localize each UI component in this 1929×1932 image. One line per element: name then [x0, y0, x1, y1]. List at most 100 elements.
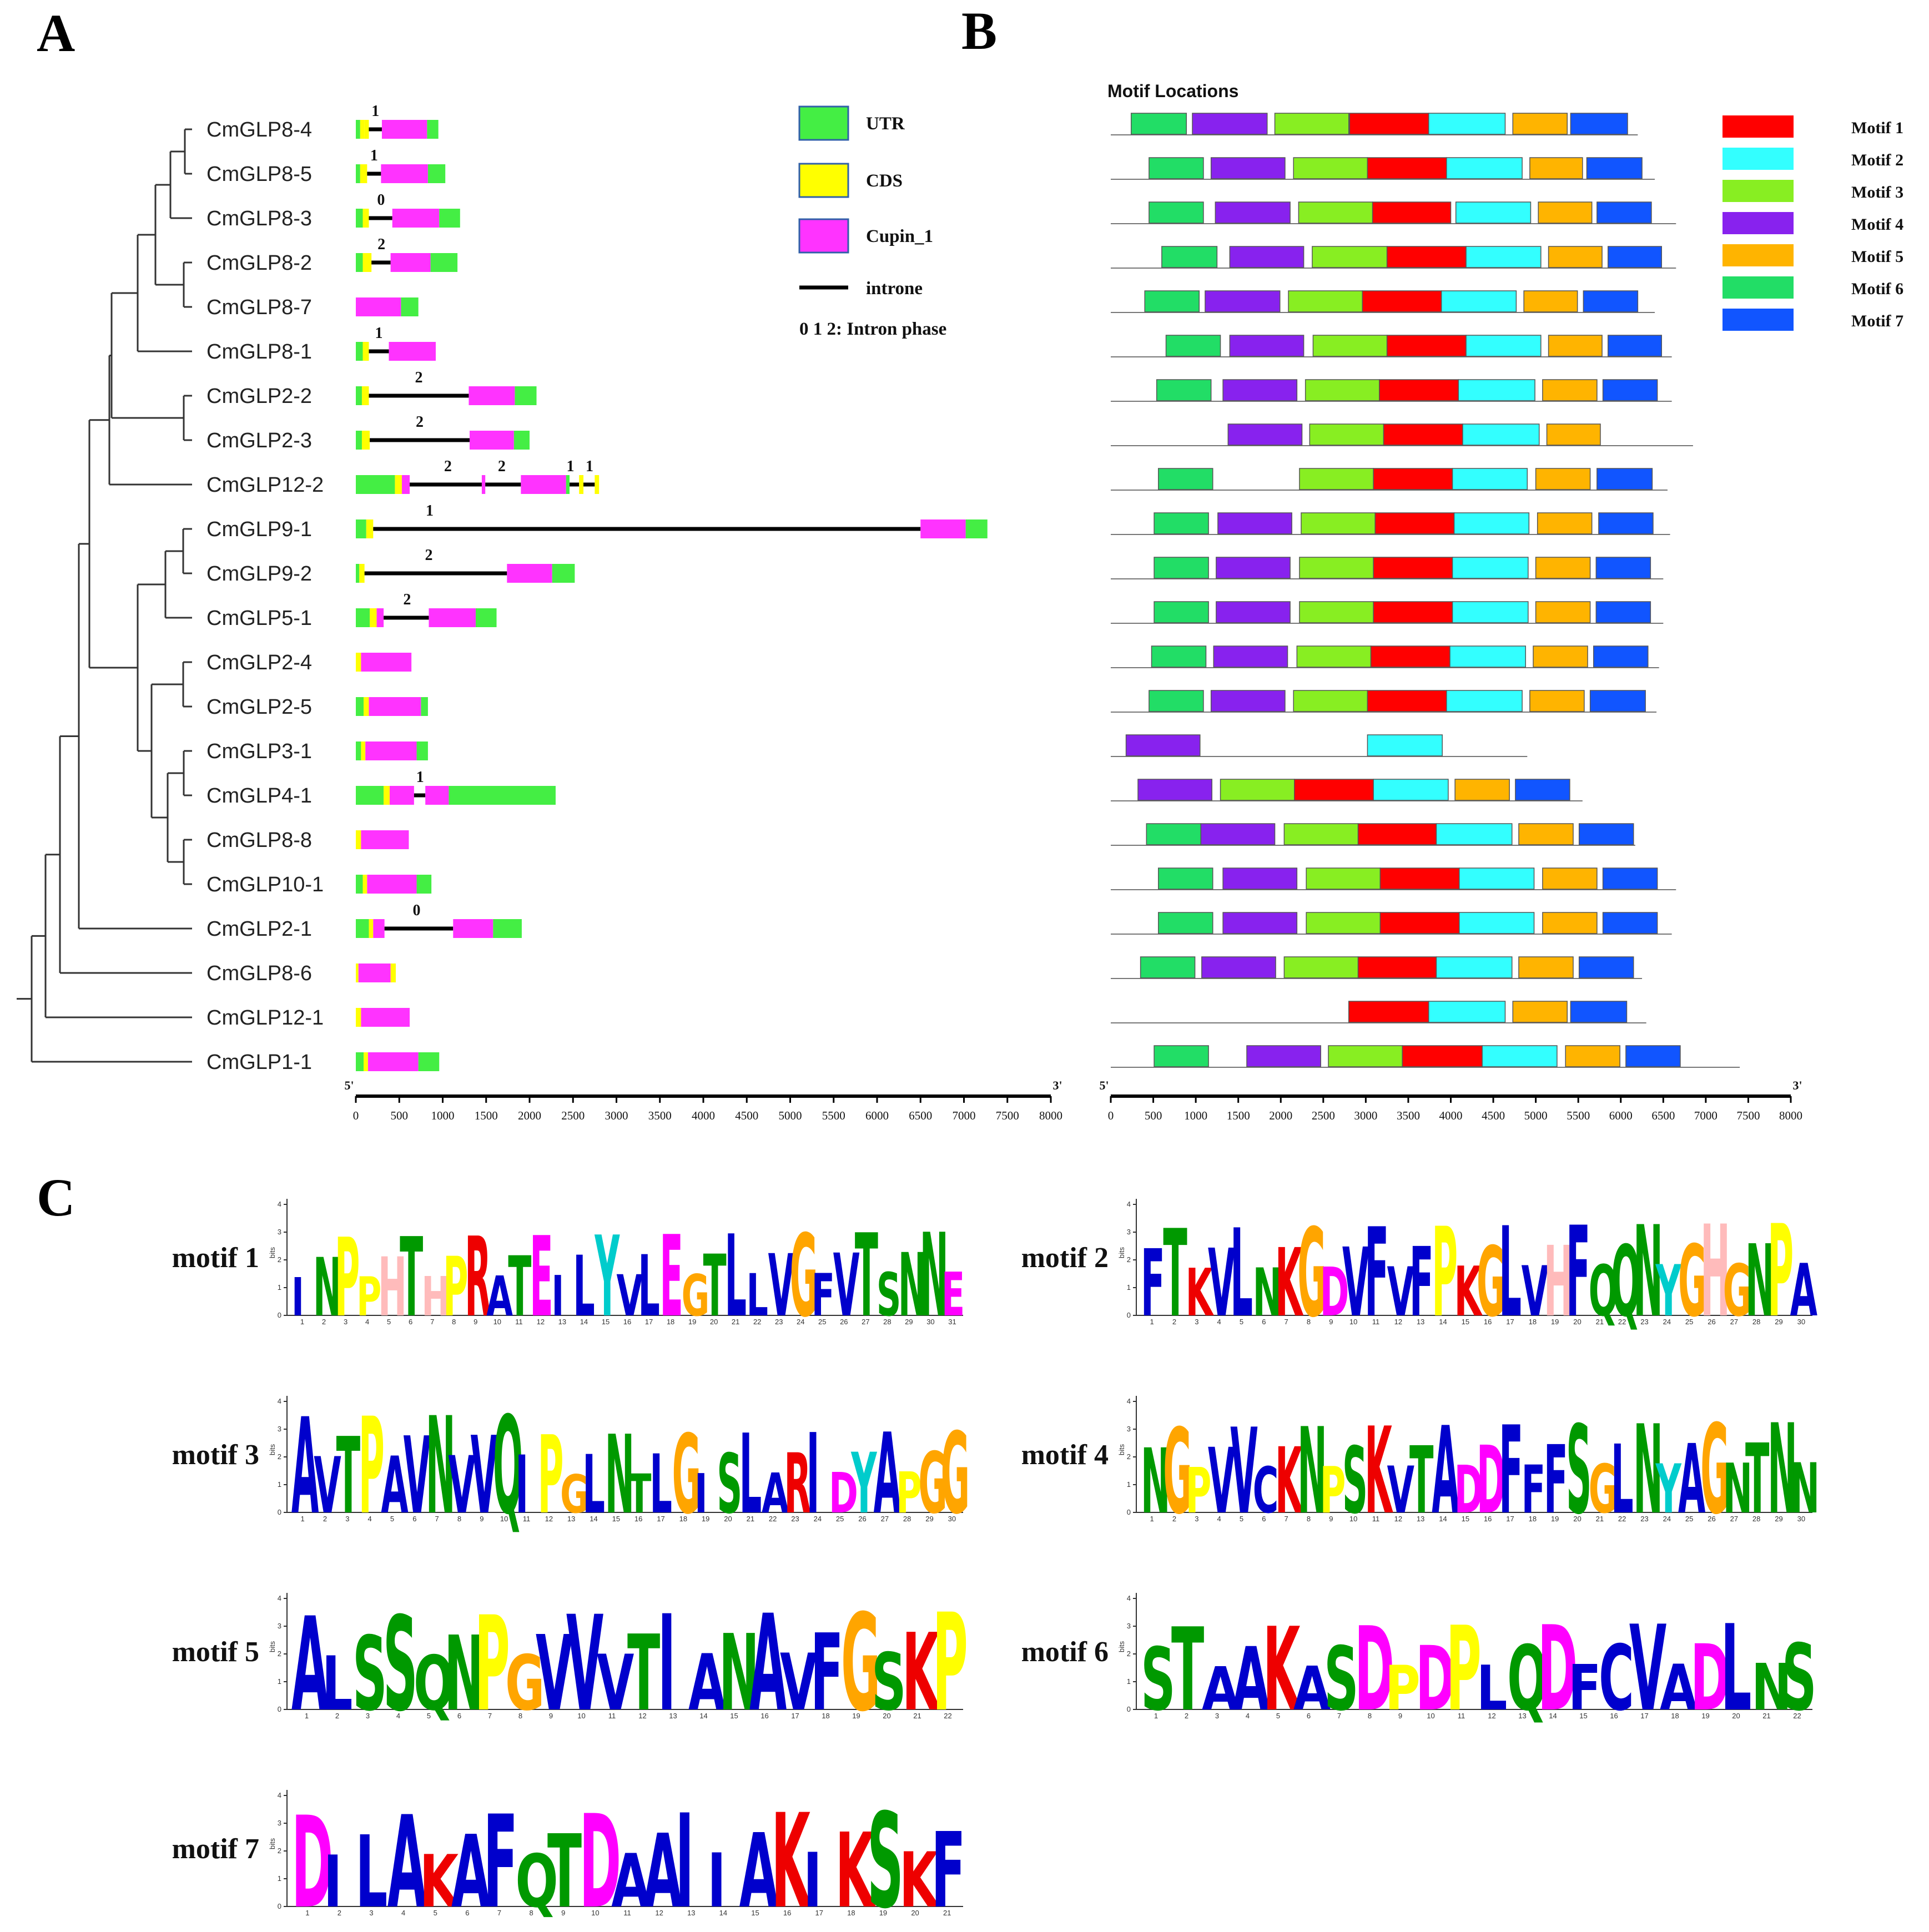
axis-tick-label: 3000	[605, 1109, 628, 1122]
utr-segment	[356, 919, 369, 938]
logo-position-label: 2	[322, 1318, 326, 1326]
gene-structure	[356, 964, 396, 982]
cupin-legend-label: Cupin_1	[866, 226, 933, 246]
logo-letter: A	[387, 1790, 426, 1932]
logo-letter: K	[899, 1837, 940, 1925]
utr-segment	[356, 209, 363, 228]
logo-position-label: 25	[818, 1318, 826, 1326]
logo-letter: K	[902, 1612, 941, 1736]
logo-letter: A	[1202, 1654, 1239, 1723]
logo-position-label: 3	[344, 1318, 347, 1326]
motif-6-box	[1158, 912, 1213, 934]
logo-position-label: 1	[305, 1712, 309, 1720]
utr-segment	[418, 1052, 440, 1071]
logo-y-tick-label: 1	[1127, 1283, 1131, 1292]
gene-structure	[356, 653, 412, 672]
logo-position-label: 29	[1775, 1515, 1782, 1523]
cupin-segment	[392, 209, 440, 228]
logo-letter: D	[1354, 1602, 1394, 1737]
logo-letter: E	[660, 1213, 683, 1343]
logo-position-label: 4	[368, 1515, 372, 1523]
logo-position-label: 21	[1596, 1318, 1604, 1326]
motif-6-box	[1158, 468, 1213, 490]
logo-letter: A	[643, 1813, 682, 1931]
logo-letter: K	[835, 1812, 877, 1931]
motif-3-box	[1298, 201, 1373, 224]
motif-5-box	[1535, 468, 1591, 490]
intron-phase-label: 2	[403, 591, 411, 608]
motif-3-box	[1288, 290, 1363, 312]
motif-4-box	[1215, 201, 1291, 224]
logo-position-label: 14	[699, 1712, 707, 1720]
logo-position-label: 3	[366, 1712, 370, 1720]
logo-letter: G	[672, 1413, 701, 1538]
logo-letter: V	[780, 1637, 817, 1728]
logo-letter: S	[872, 1637, 906, 1728]
gene-structure-axis: 0 500 1000 1500 2000 2500 3000 3500 4000 4500 5000…	[344, 1078, 1062, 1122]
logo-letter: P	[1320, 1454, 1346, 1528]
logo-letter: N	[1790, 1449, 1820, 1529]
logo-letter: A	[1293, 1654, 1331, 1724]
logo-letter: K	[1275, 1229, 1303, 1338]
axis-tick-label: 2000	[1269, 1109, 1292, 1122]
motif-row	[1111, 1045, 1740, 1068]
motif-row	[1111, 779, 1583, 801]
logo-letter: F	[1409, 1227, 1434, 1338]
intron-phase-label: 2	[498, 458, 506, 475]
logo-position-label: 16	[1484, 1318, 1492, 1326]
logo-position-label: 18	[1671, 1712, 1679, 1720]
logo-letter: V	[1230, 1404, 1257, 1540]
axis-tick-label: 6000	[1609, 1109, 1633, 1122]
motif-row	[1111, 1001, 1646, 1023]
logo-position-label: 27	[1730, 1318, 1738, 1326]
logo-letter: V	[1522, 1252, 1549, 1332]
cds-segment	[361, 741, 366, 760]
cds-segment	[361, 431, 370, 450]
motif-legend-label: Motif 6	[1851, 280, 1903, 298]
gene-label: CmGLP12-1	[207, 1006, 324, 1030]
logo-position-label: 15	[1462, 1318, 1469, 1326]
logo-letter: Y	[595, 1213, 620, 1341]
logo-letter: F	[1566, 1200, 1590, 1345]
motif-2-box	[1373, 779, 1449, 801]
logo-position-label: 10	[493, 1318, 501, 1326]
gene-structure: 2	[356, 413, 530, 450]
logo-position-label: 2	[1172, 1318, 1176, 1326]
logo-position-label: 21	[1596, 1515, 1604, 1523]
logo-letter: V	[768, 1236, 795, 1336]
motif-2-box	[1367, 734, 1443, 756]
logo-letter: R	[465, 1214, 491, 1341]
logo-y-tick-label: 2	[1127, 1649, 1131, 1658]
logo-letter: F	[1522, 1451, 1546, 1528]
logo-letter: N	[898, 1235, 927, 1336]
motif-4-box	[1200, 823, 1276, 845]
logo-position-label: 19	[1551, 1318, 1559, 1326]
gene-structure: 1	[356, 502, 988, 538]
motif-1-box	[1349, 113, 1429, 135]
logo-y-tick-label: 3	[278, 1425, 281, 1433]
logo-position-label: 19	[852, 1712, 860, 1720]
logo-position-label: 15	[730, 1712, 738, 1720]
motif-5-box	[1529, 690, 1585, 712]
gene-label: CmGLP8-2	[207, 251, 312, 275]
cds-segment	[362, 209, 369, 228]
logo-position-label: 17	[1640, 1712, 1648, 1720]
logo-letter: Q	[414, 1640, 455, 1727]
logo-position-label: 19	[1551, 1515, 1559, 1523]
logo-position-label: 24	[814, 1515, 822, 1523]
gene-structure: 2	[356, 547, 575, 583]
logo-letter: P	[1186, 1454, 1212, 1527]
motif-4-box	[1229, 246, 1305, 268]
logo-letter: L	[322, 1640, 352, 1727]
motif-5-box	[1523, 290, 1578, 312]
logo-letter: S	[717, 1437, 742, 1532]
motif-7-box	[1515, 779, 1570, 801]
motif-logo-label: motif 6	[1021, 1636, 1109, 1668]
logo-letter: L	[573, 1239, 595, 1336]
axis-tick-label: 3000	[1354, 1109, 1377, 1122]
motif-6-box	[1154, 601, 1209, 623]
logo-letter: G	[918, 1435, 947, 1533]
gene-label: CmGLP8-5	[207, 163, 312, 186]
logo-position-label: 23	[791, 1515, 799, 1523]
logo-letter: G	[1297, 1203, 1326, 1345]
